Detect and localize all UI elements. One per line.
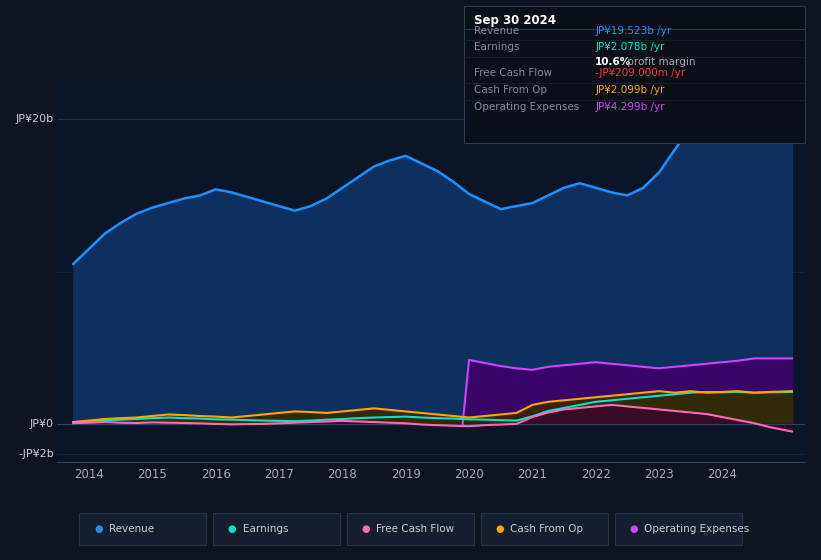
Text: Free Cash Flow: Free Cash Flow [474, 68, 552, 78]
Text: -JP¥2b: -JP¥2b [18, 449, 53, 459]
Text: Earnings: Earnings [474, 43, 519, 53]
Text: Earnings: Earnings [243, 524, 288, 534]
Text: ●: ● [94, 524, 103, 534]
Text: JP¥4.299b /yr: JP¥4.299b /yr [595, 102, 665, 112]
Text: ●: ● [228, 524, 236, 534]
Text: ●: ● [629, 524, 638, 534]
Text: -JP¥209.000m /yr: -JP¥209.000m /yr [595, 68, 686, 78]
Text: Operating Expenses: Operating Expenses [644, 524, 750, 534]
Text: Revenue: Revenue [474, 26, 519, 36]
Text: 10.6%: 10.6% [595, 57, 631, 67]
Text: Free Cash Flow: Free Cash Flow [376, 524, 455, 534]
Text: JP¥0: JP¥0 [30, 419, 53, 429]
Text: JP¥2.078b /yr: JP¥2.078b /yr [595, 43, 665, 53]
Text: Operating Expenses: Operating Expenses [474, 102, 579, 112]
Text: profit margin: profit margin [624, 57, 695, 67]
Text: ●: ● [362, 524, 370, 534]
Text: Sep 30 2024: Sep 30 2024 [474, 13, 556, 26]
Text: ●: ● [495, 524, 504, 534]
Text: Revenue: Revenue [108, 524, 154, 534]
Text: JP¥20b: JP¥20b [16, 114, 53, 124]
Text: JP¥19.523b /yr: JP¥19.523b /yr [595, 26, 672, 36]
Text: Cash From Op: Cash From Op [474, 85, 547, 95]
Text: JP¥2.099b /yr: JP¥2.099b /yr [595, 85, 665, 95]
Text: Cash From Op: Cash From Op [510, 524, 583, 534]
